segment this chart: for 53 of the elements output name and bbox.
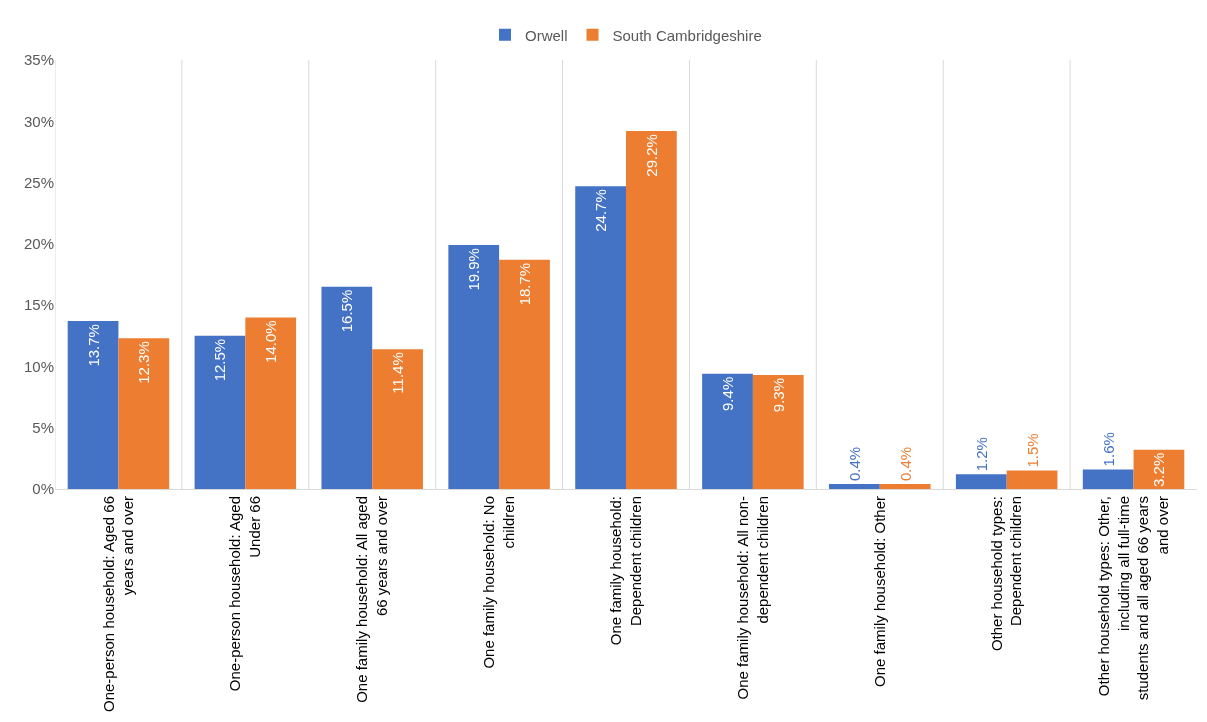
data-label: 19.9% <box>465 248 483 291</box>
y-tick-label: 5% <box>32 418 54 436</box>
x-tick-label: Other household types: Other, including all full-time students and all aged 66 years and over <box>1095 496 1171 701</box>
bar <box>1006 470 1058 489</box>
y-tick-label: 10% <box>23 357 54 375</box>
data-label: 11.4% <box>389 352 407 394</box>
bar <box>448 245 500 489</box>
x-tick-label: Other household types: Dependent children <box>987 496 1025 652</box>
bar <box>194 335 246 489</box>
data-label: 0.4% <box>845 446 863 482</box>
bar <box>829 484 880 489</box>
data-label: 1.5% <box>1023 433 1041 468</box>
y-tick-label: 30% <box>23 112 54 130</box>
data-label: 1.2% <box>972 437 990 472</box>
bar <box>67 321 119 489</box>
bar <box>118 338 170 489</box>
data-label: 13.7% <box>84 324 102 367</box>
x-tick-label: One family household: No children <box>480 496 517 669</box>
bar <box>321 286 373 489</box>
x-tick-label: One family household: Other <box>870 496 888 687</box>
data-label: 18.7% <box>515 262 533 306</box>
y-tick-label: 20% <box>23 235 54 253</box>
bar <box>879 484 931 489</box>
legend-label: South Cambridgeshire <box>612 26 762 44</box>
data-label: 24.7% <box>592 189 610 232</box>
y-tick-label: 35% <box>23 51 54 69</box>
data-label: 12.3% <box>135 341 153 384</box>
x-tick-label: One-person household: Aged Under 66 <box>226 496 263 692</box>
x-tick-label: One family household: All aged 66 years and over <box>353 496 390 703</box>
x-tick-label: One-person household: Aged 66 years and over <box>99 496 137 712</box>
bar <box>752 375 804 489</box>
data-label: 3.2% <box>1150 452 1168 487</box>
data-label: 9.3% <box>769 378 787 413</box>
data-label: 1.6% <box>1099 432 1117 467</box>
data-label: 29.2% <box>642 134 660 177</box>
data-label: 9.4% <box>719 376 737 411</box>
data-label: 16.5% <box>338 289 356 333</box>
bar <box>245 317 297 489</box>
bar <box>499 259 550 489</box>
bar <box>702 373 753 489</box>
data-label: 0.4% <box>896 446 914 482</box>
y-tick-label: 0% <box>32 480 54 498</box>
bar <box>626 131 677 489</box>
data-label: 12.5% <box>211 338 229 382</box>
bar <box>1082 469 1134 489</box>
bar <box>372 349 423 489</box>
data-label: 14.0% <box>262 320 280 363</box>
bar <box>575 186 626 489</box>
y-tick-label: 15% <box>23 296 54 314</box>
y-tick-label: 25% <box>23 173 54 191</box>
bar <box>955 474 1007 489</box>
legend-label: Orwell <box>525 26 568 44</box>
x-tick-label: One family household: All non-dependent children <box>734 496 771 700</box>
